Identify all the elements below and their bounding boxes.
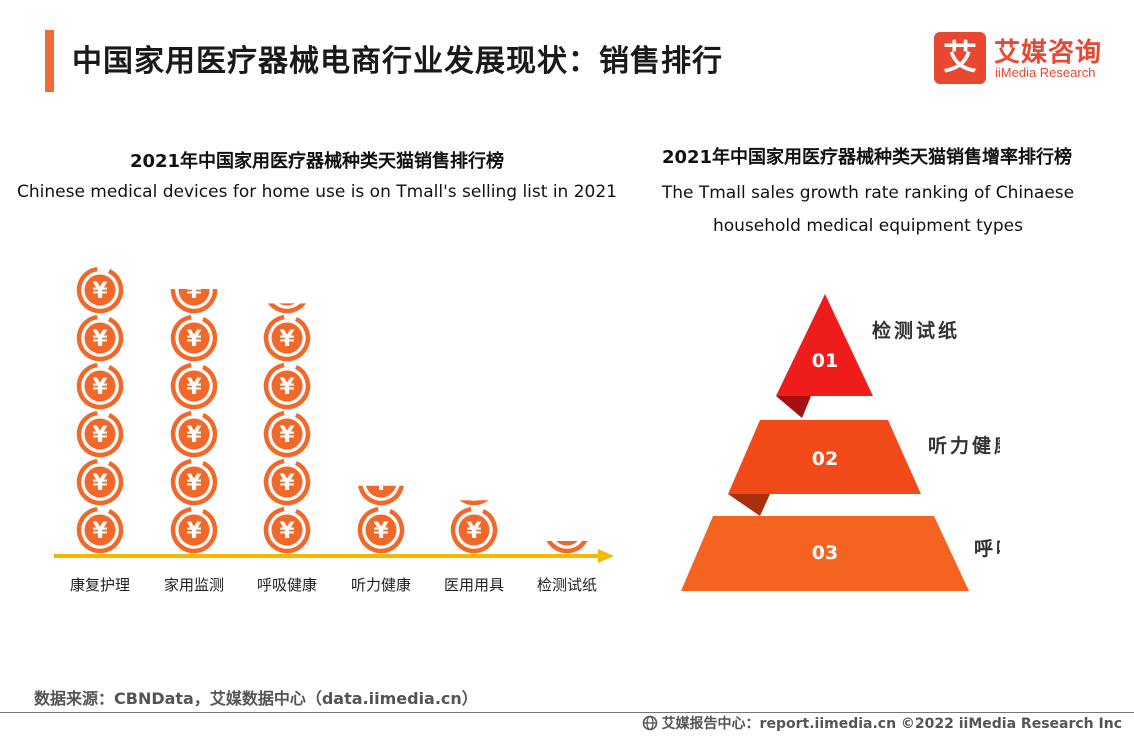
svg-text:¥: ¥ [92, 327, 108, 352]
x-tick-label: 听力健康 [351, 576, 411, 594]
rank-number: 03 [812, 542, 838, 564]
svg-text:¥: ¥ [186, 471, 202, 496]
yuan-coin-icon: ¥ [76, 506, 124, 554]
right-chart-title-en: The Tmall sales growth rate ranking of C… [620, 177, 1116, 243]
yuan-coin-icon: ¥ [170, 410, 218, 458]
x-tick-label: 检测试纸 [537, 576, 597, 594]
svg-text:¥: ¥ [92, 471, 108, 496]
yuan-coin-icon: ¥ [263, 458, 311, 506]
svg-text:¥: ¥ [186, 423, 202, 448]
page-title: 中国家用医疗器械电商行业发展现状：销售排行 [72, 44, 723, 79]
yuan-coin-icon: ¥ [543, 519, 591, 554]
pyramid-tier-1 [776, 294, 873, 418]
svg-text:¥: ¥ [279, 375, 295, 400]
growth-rank-pyramid: 01 检测试纸 02 听力健康 03 呼吸健康 [681, 294, 1000, 591]
coin-stack-bar: ¥¥ [357, 471, 405, 554]
yuan-coin-icon: ¥ [76, 410, 124, 458]
footer-copyright-text: 艾媒报告中心：report.iimedia.cn ©2022 iiMedia R… [661, 716, 1122, 732]
sales-coin-chart: ¥¥¥¥¥¥康复护理¥¥¥¥¥¥家用监测¥¥¥¥¥¥呼吸健康¥¥听力健康¥¥医用… [54, 266, 614, 594]
yuan-coin-icon: ¥ [170, 279, 218, 314]
footer-divider [0, 712, 1134, 713]
yuan-coin-icon: ¥ [450, 506, 498, 554]
svg-text:¥: ¥ [186, 327, 202, 352]
logo-mark: 艾 [934, 32, 986, 84]
logo-name-en: iiMedia Research [995, 65, 1096, 80]
svg-text:¥: ¥ [466, 471, 482, 496]
svg-text:¥: ¥ [279, 423, 295, 448]
svg-text:¥: ¥ [92, 375, 108, 400]
logo-name-cn: 艾媒咨询 [994, 38, 1103, 68]
right-chart-title-cn: 2021年中国家用医疗器械种类天猫销售增率排行榜 [661, 147, 1073, 168]
globe-icon [642, 715, 657, 731]
right-chart-title-en-line1: The Tmall sales growth rate ranking of C… [661, 183, 1075, 203]
svg-text:¥: ¥ [92, 519, 108, 544]
rank-label: 听力健康 [928, 434, 1000, 457]
rank-label: 检测试纸 [872, 319, 960, 342]
x-tick-label: 家用监测 [164, 576, 224, 594]
yuan-coin-icon: ¥ [357, 506, 405, 554]
yuan-coin-icon: ¥ [263, 362, 311, 410]
x-tick-label: 呼吸健康 [257, 576, 317, 594]
svg-text:¥: ¥ [373, 471, 389, 496]
x-tick-label: 康复护理 [70, 576, 130, 594]
svg-text:¥: ¥ [186, 375, 202, 400]
svg-text:¥: ¥ [559, 519, 575, 544]
coin-stack-bar: ¥ ¥ ¥ ¥ ¥ ¥ [170, 279, 218, 554]
footer-copyright: 艾媒报告中心：report.iimedia.cn ©2022 iiMedia R… [642, 713, 1122, 733]
coin-stack-bar: ¥¥ [450, 471, 498, 554]
svg-text:¥: ¥ [466, 519, 482, 544]
yuan-coin-icon: ¥ [263, 410, 311, 458]
svg-text:¥: ¥ [279, 471, 295, 496]
yuan-coin-icon: ¥ [76, 458, 124, 506]
yuan-coin-icon: ¥ [263, 314, 311, 362]
svg-text:¥: ¥ [186, 519, 202, 544]
title-accent-bar [45, 30, 54, 92]
rank-number: 01 [812, 350, 838, 372]
yuan-coin-icon: ¥ [76, 362, 124, 410]
svg-text:¥: ¥ [279, 327, 295, 352]
rank-label: 呼吸健康 [974, 537, 1000, 560]
svg-text:¥: ¥ [279, 519, 295, 544]
yuan-coin-icon: ¥ [263, 506, 311, 554]
yuan-coin-icon: ¥ [170, 458, 218, 506]
svg-text:¥: ¥ [279, 279, 295, 304]
x-tick-label: 医用用具 [444, 576, 504, 594]
svg-text:¥: ¥ [92, 279, 108, 304]
data-source: 数据来源：CBNData，艾媒数据中心（data.iimedia.cn） [34, 689, 478, 708]
left-chart-title-en: Chinese medical devices for home use is … [16, 182, 617, 202]
yuan-coin-icon: ¥ [170, 314, 218, 362]
x-axis [54, 549, 614, 563]
svg-text:¥: ¥ [186, 279, 202, 304]
yuan-coin-icon: ¥ [76, 314, 124, 362]
pyramid-tier-3 [681, 516, 969, 591]
yuan-coin-icon: ¥ [450, 471, 498, 506]
svg-text:¥: ¥ [373, 519, 389, 544]
left-chart-title-cn: 2021年中国家用医疗器械种类天猫销售排行榜 [129, 151, 505, 172]
yuan-coin-icon: ¥ [263, 279, 311, 314]
rank-number: 02 [812, 448, 838, 470]
yuan-coin-icon: ¥ [170, 362, 218, 410]
coin-stack-bar: ¥ ¥ ¥ ¥ ¥ ¥ [263, 279, 311, 554]
coin-stack-bar: ¥ [543, 519, 591, 554]
pyramid-tier-2 [728, 420, 921, 516]
yuan-coin-icon: ¥ [76, 266, 124, 314]
yuan-coin-icon: ¥ [357, 471, 405, 506]
brand-logo: 艾 艾媒咨询 iiMedia Research [934, 30, 1114, 86]
yuan-coin-icon: ¥ [170, 506, 218, 554]
svg-text:¥: ¥ [92, 423, 108, 448]
right-chart-title-en-line2: household medical equipment types [712, 216, 1024, 236]
coin-stack-bar: ¥ ¥ ¥ ¥ ¥ ¥ [76, 266, 124, 554]
